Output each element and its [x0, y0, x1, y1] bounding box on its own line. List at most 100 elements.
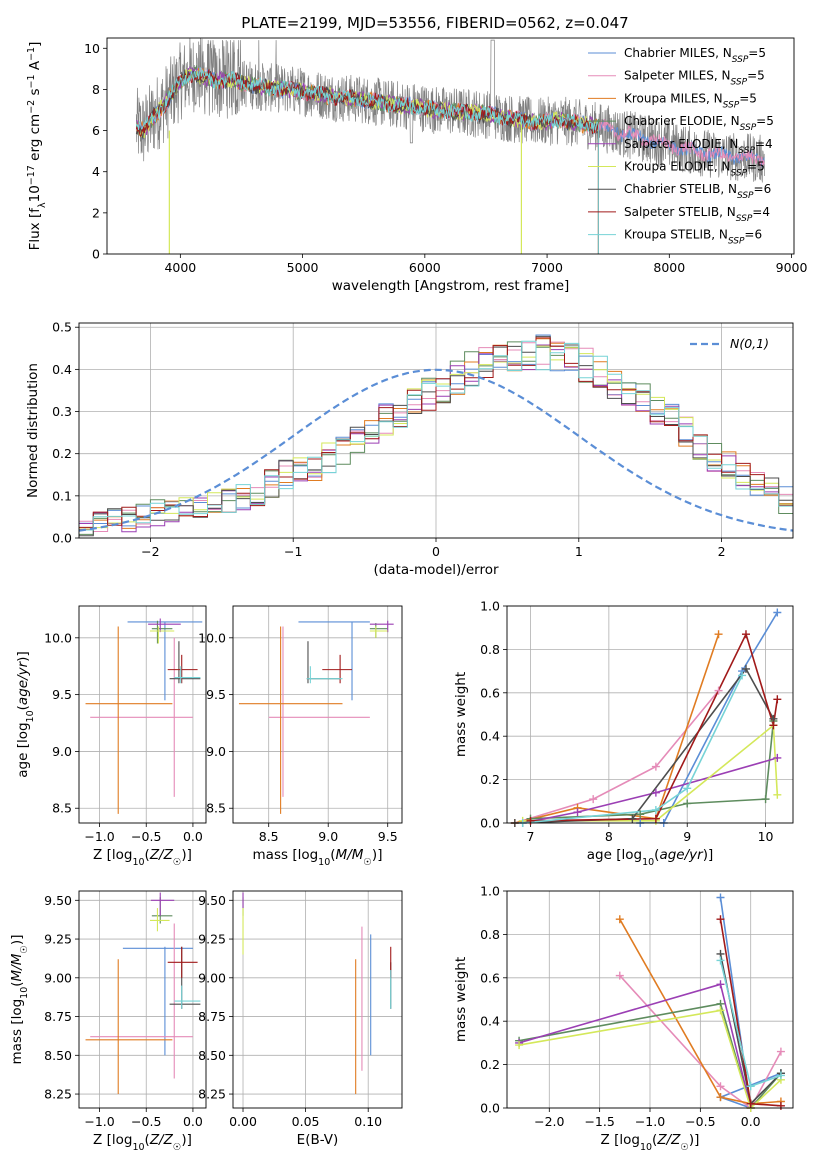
x-tick-label: −1.0 — [84, 829, 114, 844]
mass-weight-vs-age-panel: 7 8 9 10 0.0 0.2 0.4 0.6 0.8 1.0 age [log10(age/yr… — [453, 599, 794, 868]
y-tick-label: 0.6 — [480, 970, 500, 985]
x-tick-label: 0.00 — [229, 1114, 257, 1129]
normal-curve — [79, 368, 793, 532]
y-tick-label: 8.50 — [44, 1048, 72, 1063]
x-tick-label: 9.0 — [318, 829, 338, 844]
y-tick-label: 9.0 — [206, 744, 226, 759]
y-tick-label: 0.2 — [52, 446, 72, 461]
y-tick-label: 0.5 — [52, 320, 72, 335]
mass-weight-marker-salp_elodie — [651, 788, 660, 797]
x-tick-label: −0.5 — [131, 1114, 161, 1129]
plot-area — [135, 38, 765, 254]
mass-weight-marker-krou_stelib — [738, 671, 747, 680]
x-tick-label: −1 — [284, 544, 302, 559]
x-tick-label: −2 — [141, 544, 159, 559]
y-tick-label: 0.0 — [480, 816, 500, 831]
x-tick-label: −0.5 — [131, 829, 161, 844]
mass-vs-reddening-panel: 0.00 0.05 0.10 8.25 8.50 8.75 9.00 9.25 9.50 E(B-… — [198, 890, 403, 1148]
axes-frame — [232, 605, 403, 824]
mass-weight-marker-krou_stelib — [746, 1082, 755, 1091]
mass-weight-marker-salp_miles — [651, 762, 660, 771]
x-axis-label: Z [log10(Z/Z☉)] — [93, 847, 192, 868]
plot-area — [514, 612, 779, 823]
x-tick-label: 0.10 — [354, 1114, 382, 1129]
y-tick-label: 0 — [92, 247, 100, 262]
spectrum-panel: 4000 5000 6000 7000 8000 9000 0 2 4 6 8 10 wavelengt… — [26, 37, 808, 294]
mass-vs-metallicity-panel: −1.0 −0.5 0.0 8.25 8.50 8.75 9.00 9.25 9.50 Z [lo… — [9, 890, 207, 1153]
y-tick-label: 9.0 — [52, 744, 72, 759]
plot-area — [238, 620, 394, 814]
x-tick-label: 4000 — [164, 260, 196, 275]
y-tick-label: 1.0 — [480, 599, 500, 614]
x-tick-label: 7000 — [531, 260, 563, 275]
mass-weight-marker-krou_miles — [714, 630, 723, 639]
mass-weight-marker-chab_miles — [716, 893, 725, 902]
age-vs-metallicity-panel: −1.0 −0.5 0.0 8.5 9.0 9.5 10.0 Z [log10(Z/Z☉)] a… — [15, 605, 207, 868]
y-tick-label: 4 — [92, 164, 100, 179]
y-tick-label: 1.0 — [480, 884, 500, 899]
x-tick-label: 0.05 — [292, 1114, 320, 1129]
x-tick-label: 0 — [432, 544, 440, 559]
y-tick-label: 0.4 — [480, 1014, 500, 1029]
mass-weight-vs-metallicity-panel: −2.0 −1.5 −1.0 −0.5 0.0 0.0 0.2 0.4 0.6 0.8 1.0 Z [… — [453, 884, 794, 1153]
x-tick-label: −0.5 — [685, 1114, 715, 1129]
x-tick-label: 0.0 — [183, 829, 203, 844]
mass-weight-marker-salp_stelib — [773, 695, 782, 704]
mass-weight-marker-krou_stelib — [651, 805, 660, 814]
y-tick-label: 9.00 — [198, 970, 226, 985]
y-tick-label: 0.4 — [480, 729, 500, 744]
mass-weight-marker-chab_elodie — [761, 795, 770, 804]
y-tick-label: 10 — [84, 41, 100, 56]
plot-area — [85, 892, 201, 1095]
axes-frame — [506, 890, 794, 1109]
residual-histogram-panel: −2 −1 0 1 2 0.0 0.1 0.2 0.3 0.4 0.5 (data-model)/er… — [25, 320, 794, 578]
x-axis-label: age [log10(age/yr)] — [587, 847, 713, 868]
y-tick-label: 0.2 — [480, 772, 500, 787]
mass-weight-marker-salp_miles — [714, 686, 723, 695]
mass-weight-line-krou_miles — [619, 918, 781, 1105]
x-tick-label: 0.0 — [183, 1114, 203, 1129]
x-tick-label: 8 — [605, 829, 613, 844]
mass-weight-marker-krou_miles — [615, 915, 624, 924]
mass-weight-marker-salp_miles — [716, 1082, 725, 1091]
x-axis-label: mass [log10(M/M☉)] — [253, 847, 383, 868]
mass-weight-marker-salp_stelib — [741, 630, 750, 639]
x-axis-label: E(B-V) — [297, 1132, 339, 1148]
axes-frame — [506, 605, 794, 824]
y-tick-label: 0.1 — [52, 488, 72, 503]
x-tick-label: 8000 — [653, 260, 685, 275]
axes-frame — [78, 322, 794, 539]
mass-weight-marker-chab_stelib — [628, 814, 637, 823]
y-axis-label: mass weight — [453, 957, 469, 1042]
mass-weight-marker-chab_elodie — [683, 799, 692, 808]
x-tick-label: 8.5 — [259, 829, 279, 844]
legend-label: Chabrier STELIB, NSSP=6 — [624, 182, 771, 201]
y-tick-label: 8.5 — [206, 801, 226, 816]
x-tick-label: −2.0 — [534, 1114, 564, 1129]
axes-frame — [106, 37, 795, 255]
mass-weight-marker-salp_stelib — [769, 721, 778, 730]
legend-label: Salpeter ELODIE, NSSP=4 — [624, 137, 773, 156]
y-axis-label: mass weight — [453, 672, 469, 757]
legend-label: Kroupa STELIB, NSSP=6 — [624, 228, 762, 247]
x-tick-label: 2 — [718, 544, 726, 559]
y-tick-label: 9.25 — [44, 932, 72, 947]
mass-weight-line-salp_elodie — [522, 757, 778, 823]
mass-weight-marker-chab_miles — [773, 608, 782, 617]
y-tick-label: 8.25 — [198, 1087, 226, 1102]
legend-label: Salpeter MILES, NSSP=5 — [624, 69, 765, 88]
x-tick-label: 0.0 — [741, 1114, 761, 1129]
mass-weight-marker-krou_stelib — [776, 1071, 785, 1080]
x-axis-label: Z [log10(Z/Z☉)] — [93, 1132, 192, 1153]
y-tick-label: 10.0 — [44, 630, 72, 645]
x-tick-label: 9000 — [776, 260, 808, 275]
mass-weight-marker-salp_stelib — [716, 915, 725, 924]
y-tick-label: 9.50 — [198, 893, 226, 908]
y-tick-label: 0.0 — [52, 531, 72, 546]
y-tick-label: 2 — [92, 205, 100, 220]
observed-spectrum — [135, 38, 765, 183]
mass-weight-line-krou_elodie — [518, 1009, 782, 1108]
y-tick-label: 8.75 — [44, 1009, 72, 1024]
x-tick-label: 7 — [527, 829, 535, 844]
